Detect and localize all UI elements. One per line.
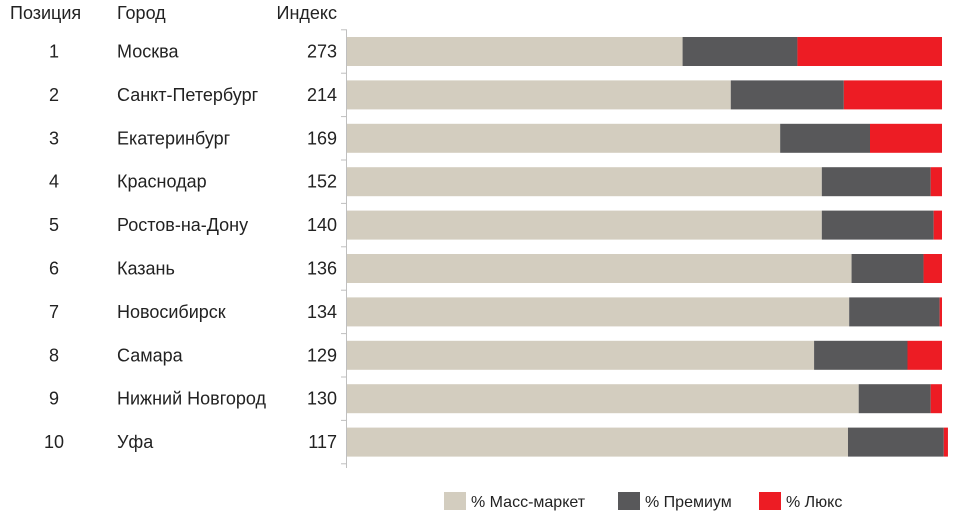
bar-segment-premium: [780, 123, 870, 153]
bar-segment-premium: [851, 254, 924, 283]
bar-segment-lux: [930, 167, 942, 197]
row-index: 129: [307, 345, 337, 365]
header-city: Город: [117, 3, 166, 23]
bar-segment-premium: [858, 384, 931, 414]
axis-ticks: [341, 29, 347, 465]
row-city: Екатеринбург: [117, 128, 231, 148]
header-position: Позиция: [10, 3, 81, 23]
bar-segment-mass: [347, 167, 822, 197]
bar-segment-mass: [347, 384, 859, 414]
row-index: 152: [307, 172, 337, 192]
legend-swatch-lux: [759, 492, 781, 510]
bar-segment-lux: [843, 80, 943, 110]
legend: % Масс-маркет % Премиум % Люкс: [444, 492, 842, 511]
row-position: 5: [49, 215, 59, 235]
row-index: 169: [307, 128, 337, 148]
legend-label: % Люкс: [786, 494, 842, 511]
row-city: Краснодар: [117, 172, 207, 192]
row-position: 6: [49, 259, 59, 279]
row-city: Санкт-Петербург: [117, 85, 259, 105]
row-position: 3: [49, 128, 59, 148]
legend-swatch-mass: [444, 492, 466, 510]
bar-segment-lux: [930, 384, 942, 414]
row-city: Новосибирск: [117, 302, 226, 322]
header-index: Индекс: [277, 3, 337, 23]
bar-segment-mass: [347, 123, 781, 153]
bar-segment-mass: [347, 254, 852, 283]
table-headers: Позиция Город Индекс: [10, 3, 337, 23]
bar-segment-lux: [907, 340, 942, 370]
row-index: 130: [307, 389, 337, 409]
bar-segment-lux: [797, 37, 942, 66]
bar-segment-mass: [347, 37, 683, 66]
legend-label: % Премиум: [645, 494, 732, 511]
bar-segment-lux: [933, 210, 942, 240]
row-city: Казань: [117, 259, 175, 279]
row-city: Самара: [117, 345, 184, 365]
bar-segment-mass: [347, 297, 850, 327]
legend-label: % Масс-маркет: [471, 494, 586, 511]
legend-swatch-premium: [618, 492, 640, 510]
bar-segment-premium: [847, 427, 944, 457]
bar-segment-lux: [939, 297, 942, 327]
row-position: 7: [49, 302, 59, 322]
row-index: 140: [307, 215, 337, 235]
row-index: 136: [307, 259, 337, 279]
row-index: 273: [307, 42, 337, 62]
row-city: Нижний Новгород: [117, 389, 267, 409]
row-position: 2: [49, 85, 59, 105]
row-index: 134: [307, 302, 337, 322]
row-city: Ростов-на-Дону: [117, 215, 248, 235]
row-index: 117: [308, 432, 337, 452]
bar-segment-premium: [730, 80, 844, 110]
bar-segment-lux: [943, 427, 948, 457]
bar-segment-mass: [347, 80, 731, 110]
bar-segment-mass: [347, 340, 815, 370]
bar-segment-premium: [821, 167, 931, 197]
row-position: 1: [49, 42, 59, 62]
row-position: 9: [49, 389, 59, 409]
table-rows: 1 Москва 273 2 Санкт-Петербург 214 3 Екатеринбу…: [44, 42, 337, 453]
row-position: 8: [49, 345, 59, 365]
row-index: 214: [307, 85, 337, 105]
bar-segment-lux: [923, 254, 942, 283]
bar-segment-lux: [870, 123, 942, 153]
row-position: 10: [44, 432, 64, 452]
bar-segment-premium: [814, 340, 908, 370]
bar-segment-premium: [682, 37, 798, 66]
bar-segment-mass: [347, 427, 848, 457]
bar-segment-premium: [821, 210, 934, 240]
row-city: Уфа: [117, 432, 154, 452]
row-position: 4: [49, 172, 59, 192]
bar-segment-mass: [347, 210, 822, 240]
stacked-bars: [347, 37, 948, 457]
row-city: Москва: [117, 42, 179, 62]
bar-segment-premium: [849, 297, 940, 327]
